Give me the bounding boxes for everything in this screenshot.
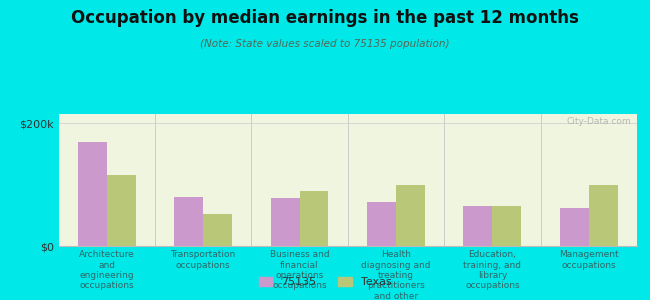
Text: Occupation by median earnings in the past 12 months: Occupation by median earnings in the pas… [71,9,579,27]
Bar [203,214,232,246]
Bar [78,142,107,246]
Text: City-Data.com: City-Data.com [567,117,631,126]
Bar [463,206,493,246]
Legend: 75135, Texas: 75135, Texas [254,272,396,291]
Bar [589,184,617,246]
Bar [300,191,328,246]
Text: (Note: State values scaled to 75135 population): (Note: State values scaled to 75135 popu… [200,39,450,49]
Bar [396,184,425,246]
Bar [107,176,136,246]
Bar [493,206,521,246]
Bar [174,197,203,246]
Bar [270,198,300,246]
Bar [367,202,396,246]
Bar [560,208,589,246]
